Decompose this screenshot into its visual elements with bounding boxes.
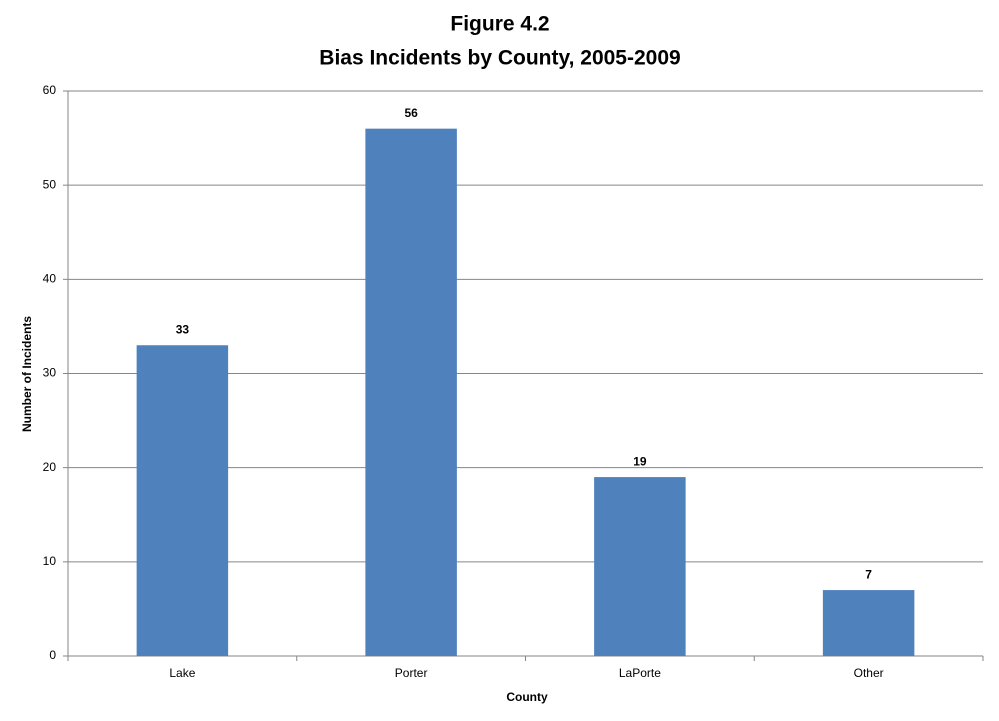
value-label: 7: [865, 567, 872, 581]
bar: [822, 590, 915, 656]
y-tick-label: 20: [43, 460, 57, 474]
chart-subtitle: Bias Incidents by County, 2005-2009: [319, 47, 680, 70]
x-tick-label: Other: [854, 666, 884, 680]
value-label: 19: [633, 454, 647, 468]
y-tick-label: 40: [43, 272, 57, 286]
x-tick-label: Lake: [169, 666, 195, 680]
value-label: 33: [176, 322, 190, 336]
y-tick-label: 30: [43, 366, 57, 380]
y-tick-label: 60: [43, 83, 57, 97]
value-label: 56: [404, 106, 418, 120]
y-tick-label: 10: [43, 554, 57, 568]
y-axis-title: Number of Incidents: [20, 316, 34, 432]
x-axis-title: County: [506, 690, 548, 704]
chart-title: Figure 4.2: [450, 13, 549, 36]
x-tick-label: Porter: [395, 666, 428, 680]
bar: [594, 477, 686, 656]
bar: [365, 128, 457, 656]
y-tick-label: 50: [43, 177, 57, 191]
y-tick-label: 0: [49, 648, 56, 662]
bar: [136, 345, 229, 656]
x-tick-label: LaPorte: [619, 666, 661, 680]
